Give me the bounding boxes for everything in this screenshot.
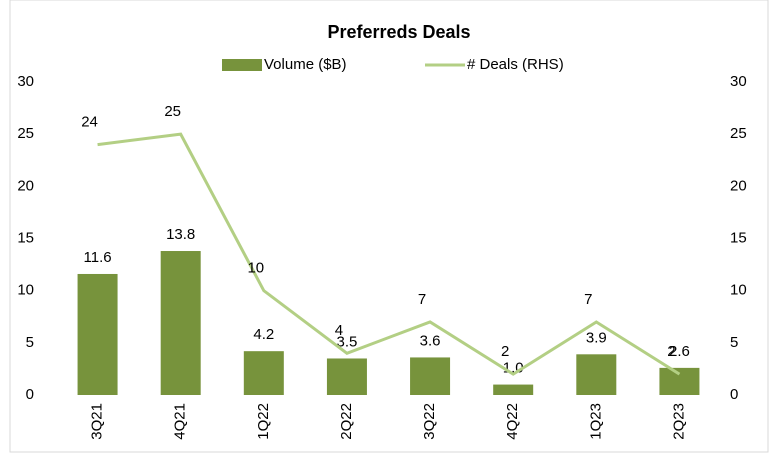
y-tick-label: 5 (26, 334, 34, 351)
line-label: 10 (247, 260, 264, 277)
bar (326, 358, 367, 395)
y-tick-label: 0 (26, 386, 34, 403)
legend-swatch (222, 59, 262, 71)
y2-tick-label: 5 (730, 334, 738, 351)
x-tick-label: 1Q22 (255, 403, 272, 440)
y2-tick-label: 25 (730, 125, 747, 142)
bar (410, 357, 451, 395)
line-label: 4 (335, 322, 343, 339)
line (97, 132, 681, 376)
bar-label: 13.8 (166, 226, 195, 243)
y-tick-label: 15 (17, 229, 34, 246)
y2-tick-label: 0 (730, 386, 738, 403)
bar (243, 351, 284, 395)
line-label: 7 (584, 291, 592, 308)
y2-tick-label: 20 (730, 177, 747, 194)
bar-label: 11.6 (84, 249, 112, 266)
bar-label: 3.9 (586, 329, 607, 346)
bar (160, 251, 201, 395)
y2-tick-label: 10 (730, 282, 747, 299)
chart-title: Preferreds Deals (327, 22, 470, 42)
line-label: 2 (501, 343, 509, 360)
line-label: 24 (81, 114, 98, 131)
bar-label: 3.5 (337, 333, 358, 350)
y2-tick-label: 30 (730, 73, 747, 90)
bar (576, 354, 617, 395)
y-tick-label: 10 (17, 282, 34, 299)
bar-label: 2.6 (669, 343, 690, 360)
x-tick-label: 4Q22 (504, 403, 521, 440)
bar-label: 3.6 (420, 332, 441, 349)
legend-label: Volume ($B) (264, 56, 347, 73)
y-tick-label: 30 (17, 73, 34, 90)
chart-border (9, 0, 769, 453)
line-label: 7 (418, 291, 426, 308)
y-tick-label: 20 (17, 177, 34, 194)
line-label: 25 (164, 103, 181, 120)
x-tick-label: 2Q23 (670, 403, 687, 440)
bar (77, 273, 118, 395)
x-tick-label: 3Q22 (421, 403, 438, 440)
y-tick-label: 25 (17, 125, 34, 142)
x-tick-label: 2Q22 (338, 403, 355, 440)
line-label: 2 (667, 343, 675, 360)
bar (659, 367, 700, 395)
bar (493, 384, 534, 395)
bar-label: 4.2 (253, 326, 274, 343)
legend-label: # Deals (RHS) (467, 56, 564, 73)
x-tick-label: 1Q23 (587, 403, 604, 440)
x-tick-label: 4Q21 (172, 403, 189, 440)
x-tick-label: 3Q21 (89, 403, 106, 440)
y2-tick-label: 15 (730, 229, 747, 246)
